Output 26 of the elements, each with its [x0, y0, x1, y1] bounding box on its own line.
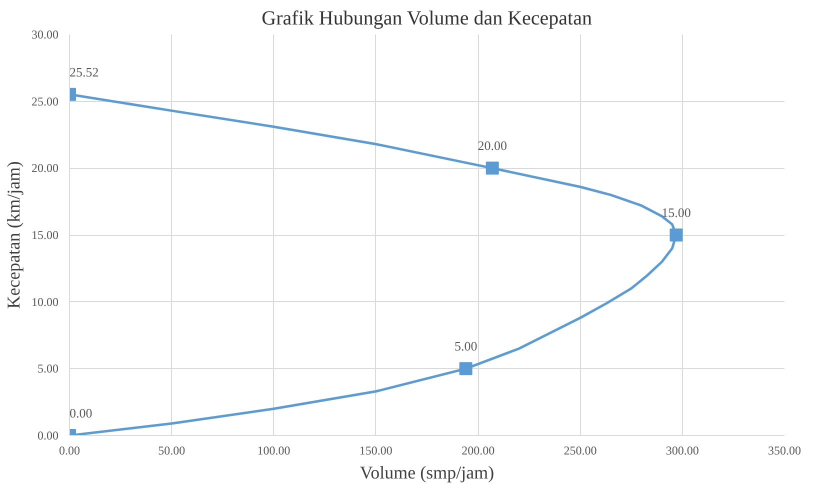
x-tick-label: 250.00 — [564, 444, 597, 458]
point — [670, 228, 683, 242]
x-tick-label: 300.00 — [666, 444, 699, 458]
y-tick-label: 20.00 — [32, 161, 58, 176]
x-tick-label: 100.00 — [257, 444, 290, 458]
data-label: 5.00 — [454, 338, 478, 354]
data-label: 15.00 — [662, 205, 691, 220]
chart-title: Grafik Hubungan Volume dan Kecepatan — [262, 8, 592, 30]
x-tick-label: 200.00 — [462, 444, 495, 458]
y-tick-label: 15.00 — [32, 228, 58, 242]
x-axis-title: Volume (smp/jam) — [360, 462, 494, 482]
y-tick-label: 30.00 — [32, 28, 58, 42]
x-tick-label: 350.00 — [768, 444, 801, 458]
point — [486, 162, 499, 175]
point — [459, 362, 472, 376]
data-label: 25.52 — [70, 64, 99, 80]
x-tick-label: 150.00 — [359, 444, 392, 458]
data-label: 20.00 — [478, 138, 507, 154]
x-tick-label: 50.00 — [158, 444, 186, 458]
y-tick-label: 5.00 — [38, 362, 58, 376]
data-label: 0.00 — [70, 406, 92, 420]
y-tick-label: 10.00 — [32, 294, 58, 309]
y-tick-label: 25.00 — [32, 94, 58, 108]
y-axis-title: Kecepatan (km/jam) — [4, 161, 24, 309]
x-tick-label: 0.00 — [59, 444, 80, 458]
y-tick-label: 0.00 — [38, 428, 58, 442]
